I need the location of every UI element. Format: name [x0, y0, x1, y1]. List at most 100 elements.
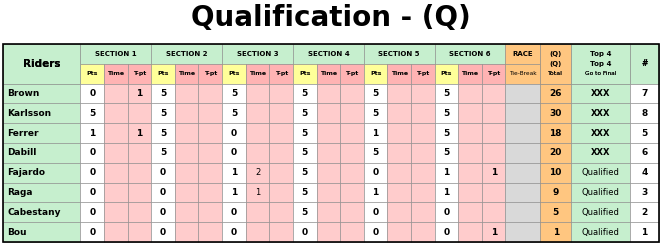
- Text: 9: 9: [553, 188, 559, 197]
- Text: 5: 5: [302, 208, 308, 217]
- Bar: [571, 84, 630, 103]
- Text: 5: 5: [373, 148, 379, 157]
- Bar: [630, 84, 659, 103]
- Bar: [222, 222, 246, 242]
- Bar: [506, 44, 540, 64]
- Bar: [175, 222, 199, 242]
- Bar: [222, 103, 246, 123]
- Text: SECTION 5: SECTION 5: [379, 51, 420, 57]
- Bar: [222, 84, 246, 103]
- Bar: [364, 202, 387, 222]
- Bar: [630, 44, 659, 84]
- Bar: [630, 44, 659, 84]
- Text: 3: 3: [641, 188, 647, 197]
- Text: 5: 5: [373, 89, 379, 98]
- Bar: [104, 123, 128, 143]
- Bar: [128, 222, 151, 242]
- Bar: [175, 143, 199, 163]
- Bar: [411, 103, 435, 123]
- Text: 5: 5: [160, 129, 166, 138]
- Text: 0: 0: [373, 208, 379, 217]
- Text: 0: 0: [160, 208, 166, 217]
- Text: RACE: RACE: [512, 51, 533, 57]
- Text: Time: Time: [249, 71, 266, 76]
- Text: Riders: Riders: [23, 59, 60, 69]
- Bar: [3, 143, 80, 163]
- Text: 5: 5: [553, 208, 559, 217]
- Bar: [387, 123, 411, 143]
- Bar: [151, 143, 175, 163]
- Bar: [316, 143, 340, 163]
- Bar: [571, 183, 630, 202]
- Bar: [340, 202, 364, 222]
- Bar: [316, 64, 340, 84]
- Bar: [293, 64, 316, 84]
- Bar: [104, 163, 128, 183]
- Bar: [246, 84, 269, 103]
- Bar: [340, 123, 364, 143]
- Bar: [316, 183, 340, 202]
- Bar: [175, 202, 199, 222]
- Text: 0: 0: [373, 168, 379, 177]
- Bar: [246, 163, 269, 183]
- Bar: [630, 183, 659, 202]
- Bar: [540, 64, 571, 84]
- Bar: [80, 183, 104, 202]
- Bar: [316, 163, 340, 183]
- Text: Ferrer: Ferrer: [7, 129, 38, 138]
- Bar: [293, 44, 364, 64]
- Bar: [3, 44, 80, 84]
- Bar: [571, 222, 630, 242]
- Bar: [80, 64, 104, 84]
- Bar: [571, 44, 630, 84]
- Bar: [80, 143, 104, 163]
- Bar: [364, 183, 387, 202]
- Bar: [222, 183, 246, 202]
- Bar: [482, 64, 506, 84]
- Text: 18: 18: [549, 129, 562, 138]
- Text: 1: 1: [444, 188, 449, 197]
- Bar: [80, 202, 104, 222]
- Bar: [104, 202, 128, 222]
- Text: 0: 0: [444, 228, 449, 237]
- Bar: [293, 103, 316, 123]
- Text: XXX: XXX: [591, 148, 610, 157]
- Text: 1: 1: [136, 129, 142, 138]
- Text: 1: 1: [491, 168, 496, 177]
- Bar: [269, 143, 293, 163]
- Bar: [269, 202, 293, 222]
- Bar: [411, 183, 435, 202]
- Bar: [506, 123, 540, 143]
- Bar: [340, 183, 364, 202]
- Bar: [506, 84, 540, 103]
- Bar: [104, 222, 128, 242]
- Text: 5: 5: [302, 188, 308, 197]
- Bar: [482, 202, 506, 222]
- Bar: [364, 64, 387, 84]
- Text: 5: 5: [302, 148, 308, 157]
- Bar: [387, 103, 411, 123]
- Bar: [364, 163, 387, 183]
- Bar: [151, 183, 175, 202]
- Text: 5: 5: [444, 148, 449, 157]
- Bar: [571, 103, 630, 123]
- Bar: [435, 103, 458, 123]
- Bar: [630, 202, 659, 222]
- Bar: [506, 64, 540, 84]
- Text: Bou: Bou: [7, 228, 26, 237]
- Text: Cabestany: Cabestany: [7, 208, 60, 217]
- Text: Time: Time: [107, 71, 124, 76]
- Bar: [269, 84, 293, 103]
- Text: (Q): (Q): [549, 51, 562, 57]
- Bar: [128, 123, 151, 143]
- Text: Dabill: Dabill: [7, 148, 36, 157]
- Text: 0: 0: [231, 208, 237, 217]
- Text: 0: 0: [160, 168, 166, 177]
- Bar: [458, 143, 482, 163]
- Text: 5: 5: [89, 109, 95, 118]
- Bar: [269, 123, 293, 143]
- Bar: [151, 202, 175, 222]
- Text: T-pt: T-pt: [346, 71, 359, 76]
- Text: 1: 1: [231, 188, 237, 197]
- Text: Pts: Pts: [441, 71, 452, 76]
